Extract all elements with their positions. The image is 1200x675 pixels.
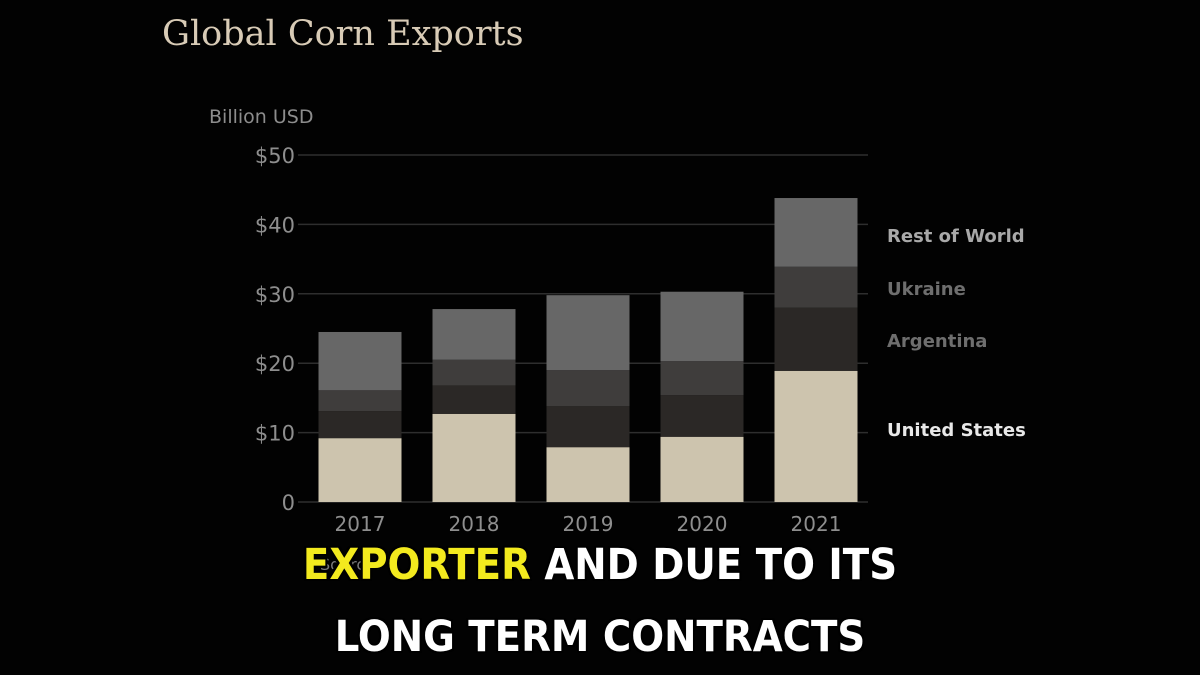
bar-segment-ukraine — [432, 359, 516, 386]
legend-label-rest-of-world: Rest of World — [887, 226, 1025, 247]
y-tick-label: $30 — [255, 283, 295, 307]
bar-segment-rest-of-world — [774, 198, 858, 267]
x-tick-label: 2021 — [791, 512, 842, 536]
x-tick-label: 2018 — [449, 512, 500, 536]
x-tick-label: 2017 — [335, 512, 386, 536]
x-tick-label: 2019 — [563, 512, 614, 536]
bar-segment-united-states — [660, 436, 744, 502]
y-tick-label: $20 — [255, 352, 295, 376]
subtitle-line-1: EXPORTER AND DUE TO ITS — [0, 540, 1200, 590]
bar-segment-ukraine — [774, 266, 858, 308]
bar-segment-argentina — [660, 395, 744, 437]
bar-segment-rest-of-world — [318, 331, 402, 391]
y-tick-label: $10 — [255, 422, 295, 446]
bar-segment-ukraine — [318, 390, 402, 412]
bar-segment-rest-of-world — [432, 309, 516, 360]
y-tick-label: 0 — [282, 491, 295, 515]
bar-segment-argentina — [432, 385, 516, 414]
bar-segment-argentina — [318, 411, 402, 439]
bar-segment-united-states — [318, 438, 402, 502]
bar-segment-united-states — [774, 370, 858, 502]
bar-segment-ukraine — [660, 361, 744, 396]
y-axis-label: Billion USD — [209, 106, 314, 128]
bar-segment-united-states — [432, 413, 516, 502]
bar-segment-rest-of-world — [546, 295, 630, 371]
bar-segment-united-states — [546, 447, 630, 502]
bar-segment-rest-of-world — [660, 291, 744, 362]
subtitle-line-1-text: AND DUE TO ITS — [530, 540, 898, 590]
y-tick-label: $40 — [255, 213, 295, 237]
y-tick-label: $50 — [255, 144, 295, 168]
subtitle-highlight-word: EXPORTER — [302, 540, 531, 590]
subtitle-line-2: LONG TERM CONTRACTS — [334, 612, 866, 662]
legend-label-argentina: Argentina — [887, 331, 987, 352]
source-label: Source: — [320, 555, 381, 574]
bar-segment-argentina — [774, 307, 858, 371]
chart-title: Global Corn Exports — [162, 14, 524, 54]
bar-segment-ukraine — [546, 370, 630, 407]
x-tick-label: 2020 — [677, 512, 728, 536]
bar-segment-argentina — [546, 406, 630, 448]
legend-label-united-states: United States — [887, 420, 1026, 441]
legend-label-ukraine: Ukraine — [887, 279, 966, 300]
